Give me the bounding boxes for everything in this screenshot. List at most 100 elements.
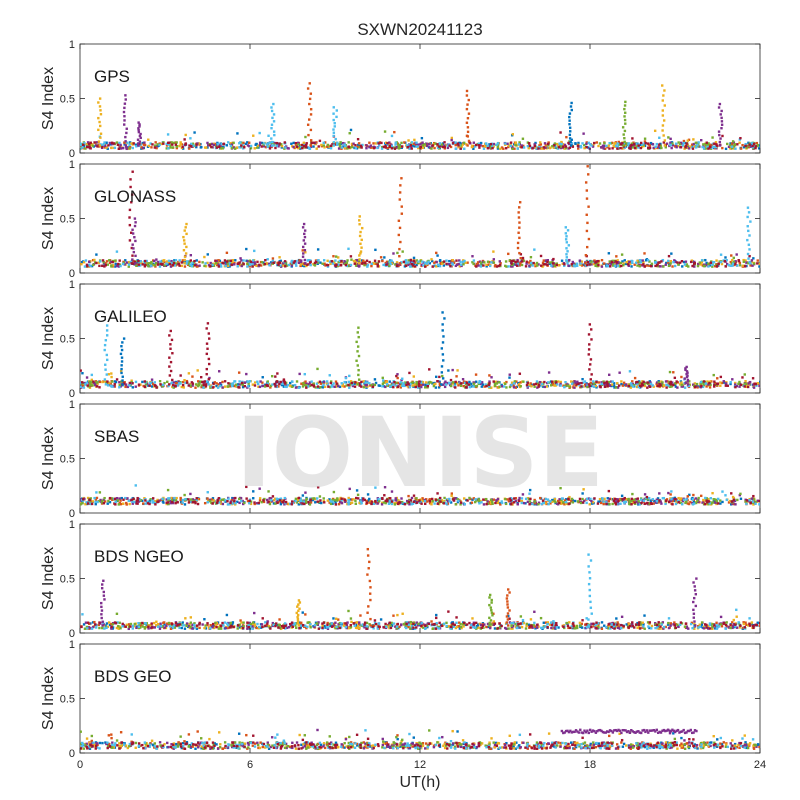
point — [613, 386, 616, 389]
point — [500, 146, 504, 149]
point — [747, 146, 750, 149]
data-points — [80, 82, 760, 151]
point — [291, 145, 294, 148]
point — [584, 254, 588, 257]
point — [441, 145, 445, 149]
point — [710, 144, 713, 147]
point — [185, 222, 188, 226]
point — [385, 382, 389, 386]
point — [619, 502, 622, 505]
point — [733, 144, 737, 147]
point — [358, 146, 361, 149]
point — [597, 381, 601, 384]
point — [132, 247, 135, 250]
point — [580, 385, 583, 388]
point — [729, 382, 732, 386]
point — [209, 386, 212, 389]
point — [442, 335, 445, 338]
point — [337, 256, 340, 259]
point — [185, 232, 188, 236]
point — [410, 496, 414, 500]
point — [680, 260, 684, 263]
point — [488, 260, 491, 264]
point — [180, 261, 183, 264]
point — [126, 147, 130, 150]
point — [734, 260, 737, 263]
point — [546, 498, 550, 501]
point — [492, 250, 495, 253]
axes-frame — [79, 283, 761, 394]
point — [584, 384, 588, 388]
point — [638, 263, 641, 267]
point — [397, 499, 400, 502]
point — [451, 368, 454, 372]
point — [381, 382, 385, 386]
point — [443, 381, 446, 385]
point — [433, 146, 436, 150]
point — [686, 374, 689, 377]
point — [383, 256, 386, 259]
point — [359, 242, 362, 245]
point — [609, 265, 612, 268]
point — [663, 104, 666, 107]
point — [430, 258, 433, 261]
point — [633, 498, 636, 501]
point — [332, 118, 335, 122]
point — [525, 384, 529, 387]
point — [509, 141, 513, 144]
point — [158, 380, 162, 383]
point — [278, 261, 281, 264]
point — [206, 347, 209, 350]
point — [622, 144, 625, 147]
point — [308, 97, 312, 101]
point — [408, 503, 411, 506]
point — [440, 143, 444, 146]
point — [300, 501, 303, 504]
point — [622, 262, 625, 265]
point — [349, 255, 353, 258]
point — [582, 132, 585, 135]
point — [512, 386, 516, 389]
point — [585, 141, 588, 144]
point — [408, 147, 411, 150]
point — [266, 382, 270, 385]
point — [700, 494, 703, 498]
point — [732, 500, 735, 503]
point — [112, 385, 115, 388]
point — [89, 264, 92, 268]
point — [84, 383, 87, 386]
point — [608, 497, 611, 501]
point — [614, 260, 617, 263]
point — [638, 503, 642, 506]
point — [217, 265, 221, 268]
point — [568, 385, 571, 389]
point — [686, 378, 690, 382]
point — [151, 498, 154, 502]
point — [332, 131, 336, 134]
point — [551, 500, 554, 504]
point — [261, 381, 264, 384]
point — [752, 142, 756, 146]
point — [85, 376, 89, 379]
point — [310, 383, 313, 387]
point — [616, 145, 619, 148]
point — [296, 498, 300, 502]
point — [315, 147, 318, 150]
point — [685, 373, 688, 376]
point — [155, 262, 158, 265]
point — [724, 265, 727, 268]
point — [390, 259, 393, 262]
point — [145, 261, 148, 264]
point — [394, 263, 397, 266]
point — [466, 261, 469, 264]
point — [652, 502, 655, 505]
point — [746, 238, 749, 242]
point — [257, 146, 260, 149]
point — [472, 385, 475, 388]
point — [122, 382, 126, 385]
point — [631, 137, 634, 140]
point — [440, 347, 444, 350]
point — [189, 254, 193, 257]
point — [754, 146, 757, 150]
point — [352, 142, 355, 145]
